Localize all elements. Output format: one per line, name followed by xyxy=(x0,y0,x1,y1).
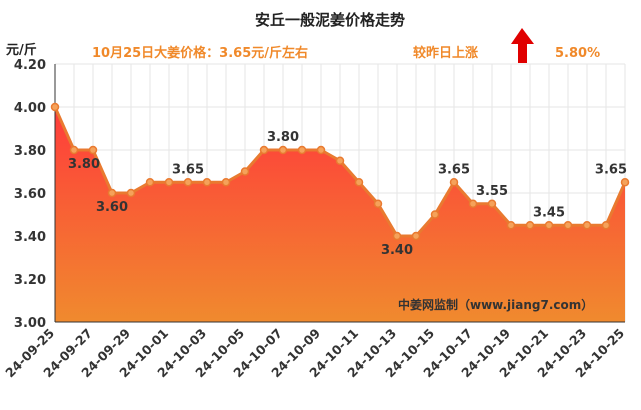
price-subtitle: 10月25日大姜价格：3.65元/斤左右 xyxy=(92,45,308,61)
data-point xyxy=(506,221,516,230)
data-point xyxy=(392,231,402,241)
x-tick-labels: 24-09-2524-09-2724-09-2924-10-0124-10-03… xyxy=(2,326,627,381)
chart-title: 安丘一般泥姜价格走势 xyxy=(255,11,405,29)
data-point xyxy=(620,178,630,187)
data-point xyxy=(468,199,478,208)
data-label: 3.65 xyxy=(438,162,470,177)
y-tick-label: 3.40 xyxy=(14,230,46,245)
data-point xyxy=(563,221,573,230)
y-tick-label: 4.20 xyxy=(14,58,46,73)
data-point xyxy=(202,178,212,187)
data-point xyxy=(183,178,193,187)
data-point xyxy=(259,145,269,155)
data-label: 3.60 xyxy=(96,200,128,215)
data-label: 3.80 xyxy=(68,157,100,172)
data-labels: 3.80 3.60 3.65 3.80 3.40 3.65 3.55 3.45 3.65 xyxy=(68,130,627,258)
data-point xyxy=(582,221,592,230)
data-label: 3.80 xyxy=(267,130,299,145)
data-label: 3.65 xyxy=(172,162,204,177)
data-point xyxy=(164,178,174,187)
data-point xyxy=(335,156,345,165)
price-area-fill xyxy=(55,107,625,322)
data-point xyxy=(544,221,554,230)
data-point xyxy=(487,199,497,208)
data-point xyxy=(126,188,136,198)
change-label: 较昨日上涨 xyxy=(413,45,478,61)
data-label: 3.40 xyxy=(381,243,413,258)
data-point xyxy=(449,178,459,187)
data-point xyxy=(373,199,383,208)
data-point xyxy=(221,178,231,187)
data-point xyxy=(430,210,440,219)
data-point xyxy=(278,145,288,155)
up-arrow-icon xyxy=(511,28,534,63)
y-tick-label: 3.80 xyxy=(14,144,46,159)
y-tick-label: 3.60 xyxy=(14,187,46,202)
y-tick-label: 3.20 xyxy=(14,273,46,288)
data-point xyxy=(50,102,60,112)
data-point xyxy=(316,145,326,155)
data-point xyxy=(240,167,250,176)
y-axis-unit: 元/斤 xyxy=(6,42,37,58)
data-point xyxy=(601,221,611,230)
data-label: 3.65 xyxy=(595,162,627,177)
y-tick-label: 3.00 xyxy=(14,316,46,331)
watermark: 中姜网监制（www.jiang7.com） xyxy=(398,297,593,312)
data-point xyxy=(145,178,155,187)
data-point xyxy=(525,221,535,230)
data-point xyxy=(297,145,307,155)
data-label: 3.45 xyxy=(533,205,565,220)
data-point xyxy=(411,231,421,241)
data-point xyxy=(88,145,98,155)
change-value: 5.80% xyxy=(555,46,600,61)
y-tick-labels: 3.00 3.20 3.40 3.60 3.80 4.00 4.20 xyxy=(14,58,46,331)
data-point xyxy=(107,188,117,198)
data-point xyxy=(354,178,364,187)
y-tick-label: 4.00 xyxy=(14,101,46,116)
data-label: 3.55 xyxy=(476,184,508,199)
price-markers xyxy=(50,102,630,241)
data-point xyxy=(69,145,79,155)
